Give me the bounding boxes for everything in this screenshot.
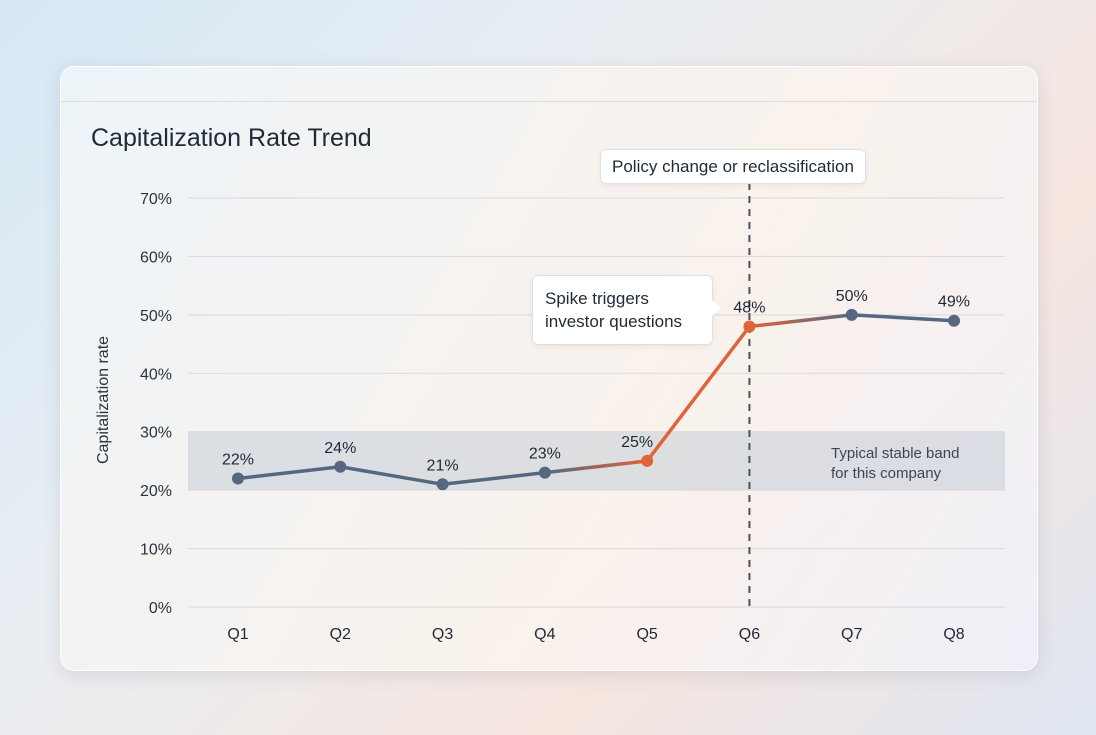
x-tick-label: Q7 [841, 626, 862, 643]
data-point [334, 460, 347, 473]
line-segment [440, 470, 547, 487]
x-tick-label: Q3 [432, 626, 453, 643]
data-point [743, 320, 756, 333]
chart-title: Capitalization Rate Trend [91, 124, 372, 152]
data-point [845, 308, 858, 321]
line-segment [849, 313, 956, 323]
y-tick-label: 40% [140, 366, 172, 383]
data-point [641, 454, 654, 467]
data-label: 49% [938, 294, 970, 311]
data-point [232, 472, 244, 485]
data-label: 50% [836, 288, 868, 305]
y-axis-label: Capitalization rate [95, 336, 112, 464]
data-label: 48% [733, 300, 765, 317]
line-segment [645, 324, 752, 463]
spike-callout: Spike triggers investor questions [532, 275, 721, 345]
y-tick-label: 0% [149, 600, 172, 617]
band-label-line2: for this company [831, 465, 942, 482]
data-point [948, 314, 960, 327]
data-label: 25% [621, 434, 653, 451]
data-label: 24% [324, 440, 356, 457]
x-tick-label: Q1 [227, 626, 248, 643]
x-tick-label: Q4 [534, 626, 555, 643]
y-tick-label: 20% [140, 483, 172, 500]
data-label: 23% [529, 446, 561, 463]
stable-band [188, 431, 1005, 491]
y-tick-label: 10% [140, 542, 172, 559]
data-point [538, 466, 551, 479]
card-header-divider [61, 101, 1037, 102]
y-tick-label: 70% [140, 191, 172, 208]
line-segment [338, 465, 445, 487]
chart-card [60, 66, 1038, 671]
band-label-line1: Typical stable band [831, 445, 959, 462]
line-segment [747, 313, 854, 329]
line-segment [543, 459, 649, 475]
y-tick-label: 30% [140, 425, 172, 442]
data-point [436, 478, 449, 491]
x-tick-label: Q2 [330, 626, 351, 643]
vline-callout: Policy change or reclassification [600, 149, 866, 184]
x-tick-label: Q5 [636, 626, 657, 643]
line-segment [236, 465, 343, 481]
y-tick-label: 60% [140, 249, 172, 266]
data-label: 22% [222, 451, 254, 468]
x-tick-label: Q8 [943, 626, 964, 643]
y-tick-label: 50% [140, 308, 172, 325]
x-tick-label: Q6 [739, 626, 760, 643]
spike-callout-line1: Spike triggers [545, 289, 649, 308]
data-label: 21% [427, 457, 459, 474]
spike-callout-line2: investor questions [545, 312, 683, 331]
